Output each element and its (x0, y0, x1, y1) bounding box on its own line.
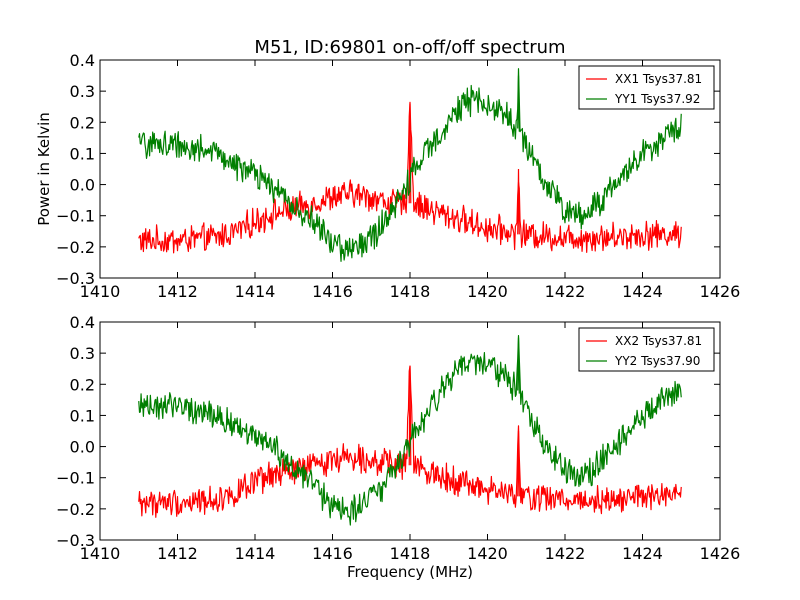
x-tick-label: 1418 (390, 544, 431, 563)
top-panel: 1410 1412 1414 1416 1418 1420 1422 1424 1426 0.4 0… (56, 51, 740, 301)
series-group (138, 335, 682, 526)
y-tick-label: 0.4 (70, 51, 95, 70)
series-line-yy (138, 335, 682, 526)
series-spike (517, 168, 520, 235)
x-tick-label: 1426 (700, 544, 741, 563)
y-tick-label: 0.0 (70, 176, 95, 195)
y-tick-label: −0.1 (56, 469, 95, 488)
legend-label: XX2 Tsys37.81 (615, 334, 702, 348)
y-tick-label: 0.0 (70, 438, 95, 457)
series-spike (408, 365, 412, 466)
x-tick-label: 1410 (80, 544, 121, 563)
y-tick-label: −0.3 (56, 269, 95, 288)
y-tick-label: −0.2 (56, 238, 95, 257)
y-tick-label: 0.2 (70, 375, 95, 394)
x-tick-label: 1424 (622, 282, 663, 301)
x-axis-label: Frequency (MHz) (347, 563, 473, 581)
x-tick-label: 1412 (157, 544, 198, 563)
legend-label: YY1 Tsys37.92 (614, 92, 700, 106)
y-tick-label: 0.4 (70, 313, 95, 332)
legend-label: XX1 Tsys37.81 (615, 72, 702, 86)
x-tick-label: 1412 (157, 282, 198, 301)
x-tick-label: 1416 (312, 282, 353, 301)
legend-box (578, 65, 715, 110)
bottom-panel: 1410 1412 1414 1416 1418 1420 1422 1424 1426 0.4 0… (56, 313, 740, 563)
y-tick-label: 0.1 (70, 406, 95, 425)
legend-label: YY2 Tsys37.90 (614, 354, 700, 368)
series-line-xx (138, 365, 682, 518)
x-tick-label: 1426 (700, 282, 741, 301)
x-tick-label: 1420 (467, 544, 508, 563)
x-tick-label: 1414 (235, 544, 276, 563)
x-tick-label: 1422 (545, 282, 586, 301)
x-tick-label: 1420 (467, 282, 508, 301)
x-tick-label: 1416 (312, 544, 353, 563)
y-tick-label: −0.3 (56, 531, 95, 550)
y-axis-label: Power in Kelvin (35, 112, 53, 226)
legend: XX2 Tsys37.81 YY2 Tsys37.90 (578, 327, 715, 372)
x-tick-label: 1424 (622, 544, 663, 563)
y-tick-label: 0.2 (70, 113, 95, 132)
x-tick-label: 1410 (80, 282, 121, 301)
y-tick-label: −0.2 (56, 500, 95, 519)
y-tick-label: 0.3 (70, 82, 95, 101)
y-tick-label: −0.1 (56, 207, 95, 226)
figure-title: M51, ID:69801 on-off/off spectrum (254, 37, 565, 58)
y-tick-label: 0.1 (70, 144, 95, 163)
series-group (138, 68, 682, 262)
series-line-yy (138, 68, 682, 262)
legend: XX1 Tsys37.81 YY1 Tsys37.92 (578, 65, 715, 110)
x-tick-label: 1414 (235, 282, 276, 301)
legend-box (578, 327, 715, 372)
series-line-xx (138, 101, 682, 254)
x-tick-label: 1418 (390, 282, 431, 301)
x-tick-label: 1422 (545, 544, 586, 563)
y-tick-label: 0.3 (70, 344, 95, 363)
